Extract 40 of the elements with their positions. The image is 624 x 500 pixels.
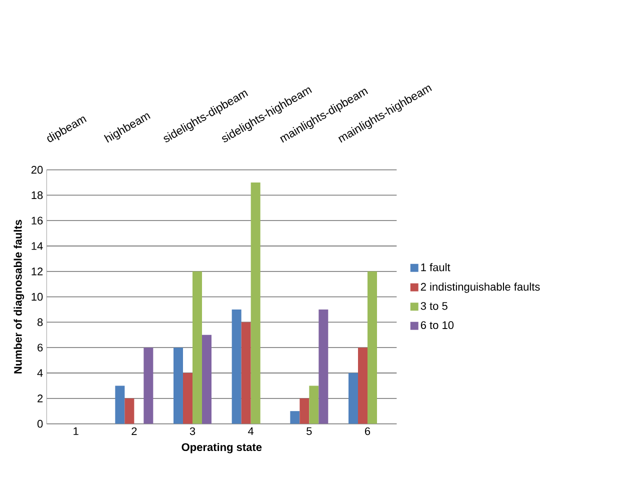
bar	[124, 398, 134, 424]
x-tick-label: 4	[248, 427, 254, 435]
bar	[250, 182, 260, 424]
bar	[309, 386, 319, 424]
y-tick-label: 0	[37, 420, 43, 428]
y-tick-label: 16	[32, 216, 43, 224]
legend-label: 1 fault	[421, 263, 450, 272]
bar	[174, 348, 184, 424]
bar	[115, 386, 125, 424]
x-tick-label: 5	[306, 427, 312, 435]
y-tick-label: 20	[31, 166, 43, 174]
bar	[368, 271, 377, 424]
x-tick-label: 1	[74, 427, 78, 435]
x-tick-label: 3	[190, 427, 196, 436]
x-axis-title: Operating state	[182, 442, 262, 454]
bar	[232, 309, 242, 424]
bar	[202, 334, 212, 424]
bar	[241, 322, 251, 424]
y-tick-label: 2	[38, 394, 43, 402]
x-tick-label: 6	[365, 427, 370, 436]
bar	[290, 411, 300, 424]
y-tick-label: 8	[37, 318, 43, 326]
bar	[300, 398, 310, 424]
legend-label: 2 indistinguishable faults	[420, 282, 540, 293]
x-tick-label: 2	[132, 427, 137, 435]
y-tick-label: 18	[32, 191, 43, 200]
bar	[348, 372, 358, 424]
bar	[318, 309, 328, 424]
bar	[183, 372, 193, 424]
y-tick-label: 12	[32, 268, 43, 276]
y-tick-label: 10	[32, 292, 43, 301]
y-axis-title: Number of diagnosable faults	[14, 220, 24, 374]
legend-label: 3 to 5	[420, 302, 448, 310]
y-tick-label: 14	[32, 242, 43, 250]
y-tick-label: 6	[38, 344, 43, 352]
y-tick-label: 4	[37, 369, 43, 377]
bar	[358, 348, 368, 424]
bar	[192, 271, 202, 424]
bar	[144, 348, 154, 424]
legend-label: 6 to 10	[420, 321, 454, 330]
